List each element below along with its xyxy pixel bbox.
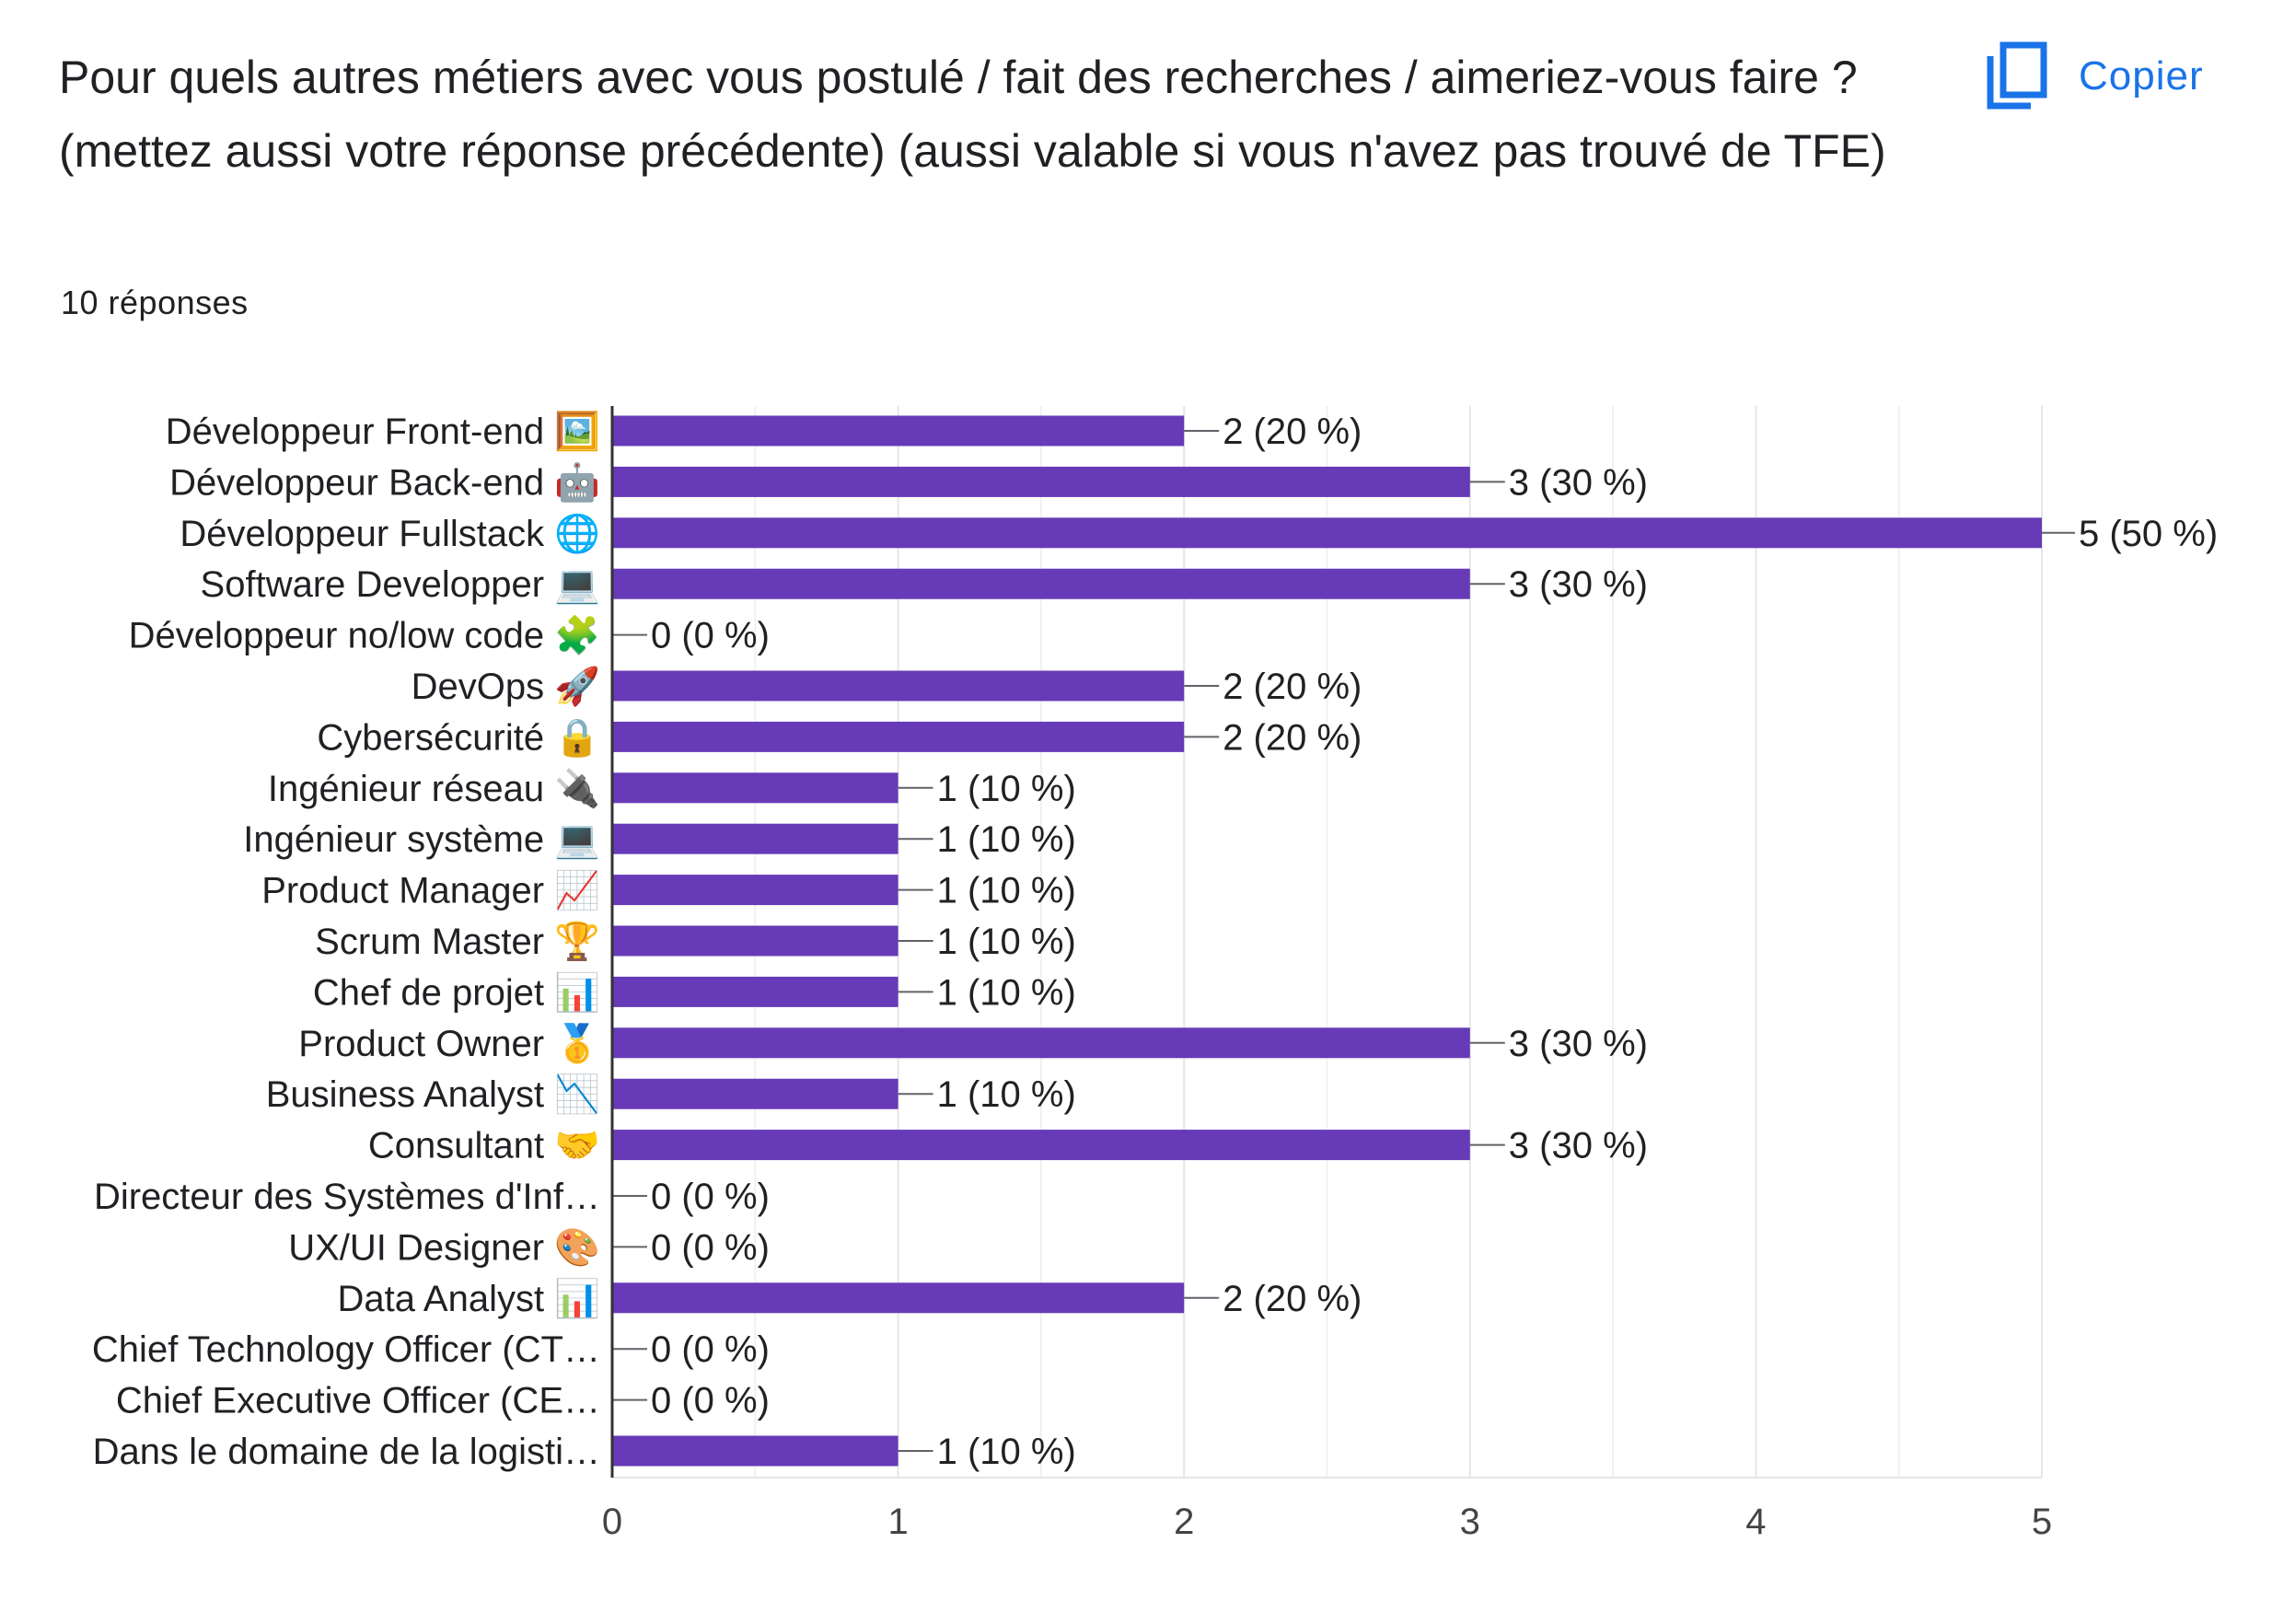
x-tick-label: 3 — [1460, 1502, 1480, 1542]
value-label: 2 (20 %) — [1223, 412, 1362, 452]
value-label: 3 (30 %) — [1509, 1024, 1648, 1064]
bar — [612, 823, 898, 854]
category-label: Business Analyst 📉 — [266, 1073, 600, 1115]
copy-label: Copier — [2079, 53, 2204, 99]
value-label: 1 (10 %) — [937, 972, 1076, 1013]
category-label: Chief Executive Officer (CE… — [116, 1381, 600, 1421]
value-label: 3 (30 %) — [1509, 1126, 1648, 1166]
x-tick-label: 0 — [602, 1502, 622, 1542]
category-label: Développeur Front-end 🖼️ — [166, 410, 600, 452]
bar — [612, 976, 898, 1007]
question-title: Pour quels autres métiers avec vous post… — [59, 52, 1886, 177]
bar — [612, 466, 1470, 497]
category-label: Product Manager 📈 — [261, 869, 600, 911]
copy-button[interactable]: Copier — [1985, 35, 2204, 118]
bar — [612, 568, 1470, 599]
value-label: 1 (10 %) — [937, 819, 1076, 860]
bar — [612, 772, 898, 804]
bar — [612, 1130, 1470, 1161]
value-label: 0 (0 %) — [651, 1381, 770, 1421]
category-label: Consultant 🤝 — [368, 1126, 600, 1166]
category-label: Data Analyst 📊 — [338, 1277, 601, 1319]
category-label: Développeur no/low code 🧩 — [129, 614, 600, 656]
category-label: Développeur Back-end 🤖 — [169, 460, 600, 503]
category-label: Cybersécurité 🔒 — [317, 717, 600, 758]
category-label: Chef de projet 📊 — [313, 970, 600, 1013]
category-label: Product Owner 🥇 — [298, 1022, 600, 1065]
category-label: UX/UI Designer 🎨 — [288, 1224, 600, 1268]
bar — [612, 1282, 1185, 1314]
category-label: Directeur des Systèmes d'Inf… — [94, 1177, 600, 1217]
x-tick-label: 4 — [1745, 1502, 1766, 1542]
value-label: 0 (0 %) — [651, 1227, 770, 1268]
bar — [612, 1027, 1470, 1059]
value-label: 1 (10 %) — [937, 1074, 1076, 1115]
bar — [612, 517, 2042, 549]
x-tick-label: 1 — [887, 1502, 908, 1542]
bar — [612, 670, 1185, 702]
value-label: 3 (30 %) — [1509, 564, 1648, 605]
bar — [612, 415, 1185, 447]
category-label: Dans le domaine de la logisti… — [93, 1432, 600, 1472]
category-label: DevOps 🚀 — [412, 665, 600, 707]
copy-icon — [1987, 41, 2047, 110]
value-label: 5 (50 %) — [2079, 514, 2218, 554]
value-label: 0 (0 %) — [651, 1177, 770, 1217]
category-label: Ingénieur système 💻 — [243, 819, 600, 860]
value-label: 1 (10 %) — [937, 871, 1076, 911]
value-label: 2 (20 %) — [1223, 1279, 1362, 1319]
value-label: 0 (0 %) — [651, 1329, 770, 1370]
value-label: 2 (20 %) — [1223, 667, 1362, 707]
category-label: Ingénieur réseau 🔌 — [268, 767, 600, 809]
value-label: 3 (30 %) — [1509, 462, 1648, 503]
bar — [612, 925, 898, 957]
category-label: Chief Technology Officer (CT… — [92, 1329, 600, 1370]
x-tick-label: 2 — [1174, 1502, 1194, 1542]
value-label: 1 (10 %) — [937, 1432, 1076, 1472]
category-label: Développeur Fullstack 🌐 — [180, 512, 600, 554]
bar — [612, 875, 898, 906]
value-label: 2 (20 %) — [1223, 717, 1362, 758]
response-count: 10 réponses — [61, 284, 249, 321]
bar — [612, 1435, 898, 1467]
category-label: Software Developper 💻 — [201, 564, 600, 605]
x-tick-label: 5 — [2032, 1502, 2052, 1542]
category-label: Scrum Master 🏆 — [315, 920, 600, 962]
value-label: 1 (10 %) — [937, 769, 1076, 809]
bar — [612, 1078, 898, 1109]
value-label: 1 (10 %) — [937, 922, 1076, 962]
value-label: 0 (0 %) — [651, 616, 770, 656]
bar — [612, 721, 1185, 752]
